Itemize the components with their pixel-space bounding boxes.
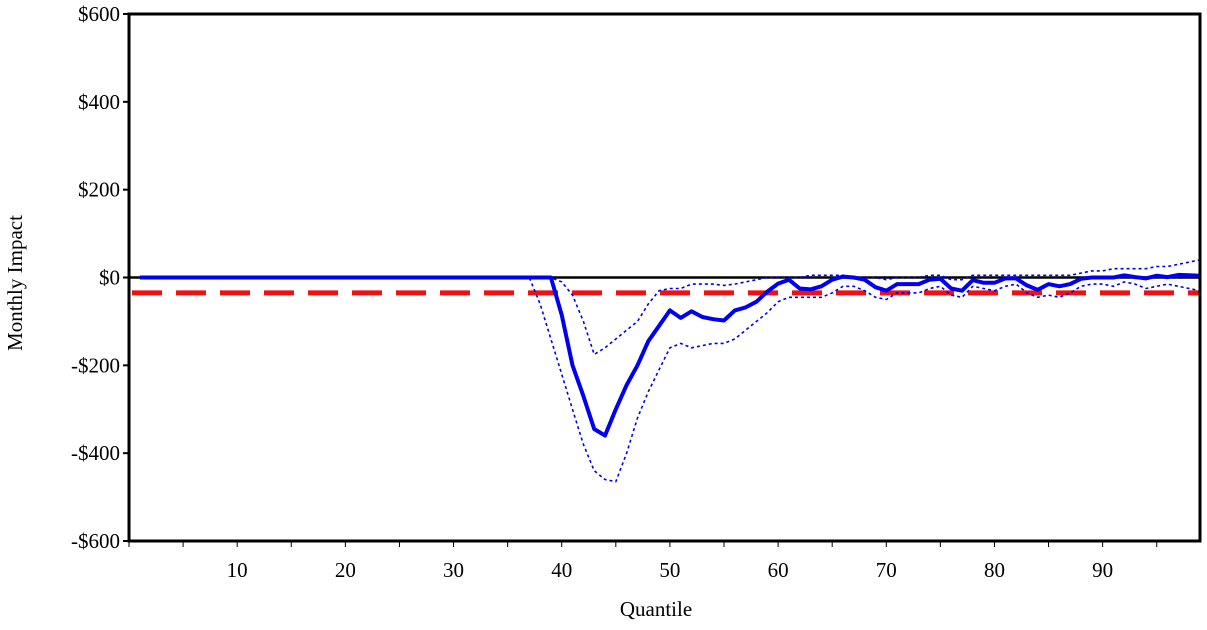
y-tick-label: $0 bbox=[99, 266, 120, 290]
y-tick-label: $600 bbox=[78, 2, 120, 26]
x-tick-label: 70 bbox=[876, 558, 897, 582]
x-tick-label: 50 bbox=[659, 558, 680, 582]
y-tick-label: $200 bbox=[78, 178, 120, 202]
series-line-lower-bound bbox=[139, 276, 1201, 483]
x-tick-label: 30 bbox=[443, 558, 464, 582]
x-axis-title: Quantile bbox=[620, 597, 692, 621]
tick-labels: $600 $400 $200 $0 -$200 -$400 -$600 10 20 30 40 50 6… bbox=[71, 2, 1113, 582]
series-line-estimate bbox=[139, 272, 1201, 438]
y-tick-label: -$200 bbox=[71, 353, 120, 377]
series-line-upper-bound bbox=[139, 259, 1201, 356]
y-tick-label: -$600 bbox=[71, 529, 120, 553]
x-tick-label: 10 bbox=[227, 558, 248, 582]
y-tick-label: $400 bbox=[78, 90, 120, 114]
y-axis-title: Monthly Impact bbox=[3, 215, 27, 351]
y-tick-label: -$400 bbox=[71, 441, 120, 465]
x-tick-label: 60 bbox=[768, 558, 789, 582]
x-tick-label: 80 bbox=[984, 558, 1005, 582]
x-tick-label: 20 bbox=[335, 558, 356, 582]
x-tick-label: 90 bbox=[1092, 558, 1113, 582]
axes bbox=[123, 12, 1202, 547]
plot-area bbox=[129, 259, 1201, 483]
x-tick-label: 40 bbox=[551, 558, 572, 582]
